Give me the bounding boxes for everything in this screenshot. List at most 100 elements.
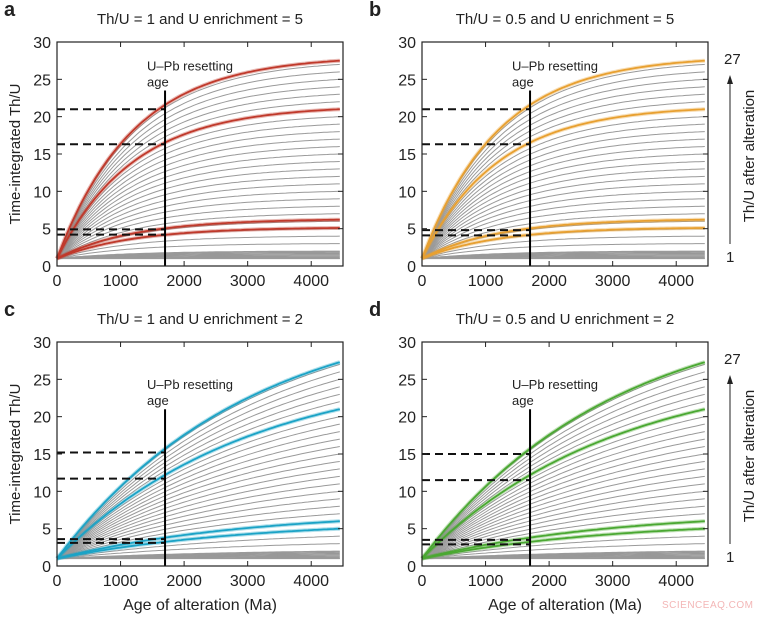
gray-curve bbox=[56, 423, 340, 559]
gray-curve bbox=[56, 116, 340, 259]
gray-curve bbox=[56, 535, 340, 559]
y-tick-label: 20 bbox=[398, 110, 416, 127]
gray-curve bbox=[421, 393, 705, 559]
resetting-label: U–Pb resetting bbox=[512, 59, 598, 74]
x-tick-label: 4000 bbox=[293, 573, 329, 590]
gray-curve bbox=[56, 183, 340, 259]
y-tick-label: 5 bbox=[407, 522, 416, 539]
gray-curve bbox=[56, 168, 340, 259]
panel-title: Th/U = 1 and U enrichment = 5 bbox=[97, 11, 303, 28]
gray-curve bbox=[421, 535, 705, 559]
gray-curve bbox=[421, 123, 705, 259]
x-tick-label: 0 bbox=[53, 573, 62, 590]
y-tick-label: 15 bbox=[398, 447, 416, 464]
gray-curve bbox=[56, 213, 340, 259]
gray-curve bbox=[421, 498, 705, 559]
up-arrow-icon bbox=[727, 75, 733, 84]
side-bottom-label: 1 bbox=[726, 249, 734, 266]
gray-curve bbox=[421, 416, 705, 559]
gray-curve bbox=[56, 483, 340, 559]
y-axis-label: Time-integrated Th/U bbox=[7, 84, 24, 225]
x-tick-label: 4000 bbox=[293, 273, 329, 290]
highlight-curve bbox=[421, 520, 705, 560]
gray-curve bbox=[421, 490, 705, 559]
side-axis-label: Th/U after alteration bbox=[741, 90, 758, 223]
y-tick-label: 30 bbox=[33, 35, 51, 52]
gray-curve bbox=[56, 438, 340, 559]
highlight-curve bbox=[56, 520, 340, 560]
gray-curve bbox=[56, 393, 340, 559]
side-top-label: 27 bbox=[724, 351, 741, 368]
x-tick-label: 3000 bbox=[595, 273, 631, 290]
x-tick-label: 0 bbox=[53, 273, 62, 290]
gray-curve bbox=[56, 446, 340, 559]
gray-curve bbox=[56, 505, 340, 559]
x-tick-label: 0 bbox=[418, 273, 427, 290]
y-tick-label: 20 bbox=[398, 410, 416, 427]
x-tick-label: 1000 bbox=[103, 573, 139, 590]
gray-curve bbox=[421, 243, 705, 259]
x-tick-label: 0 bbox=[418, 573, 427, 590]
highlight-curve bbox=[421, 361, 706, 560]
highlight-curve bbox=[421, 408, 705, 560]
highlight-curve bbox=[56, 227, 340, 260]
gray-curve bbox=[56, 146, 340, 259]
resetting-label: age bbox=[512, 75, 534, 90]
gray-curve bbox=[56, 205, 340, 259]
x-tick-label: 2000 bbox=[166, 273, 202, 290]
side-top-label: 27 bbox=[724, 51, 741, 68]
gray-curve bbox=[421, 453, 705, 559]
gray-curve bbox=[421, 146, 705, 259]
gray-curve bbox=[56, 543, 340, 559]
panel-title: Th/U = 0.5 and U enrichment = 5 bbox=[456, 11, 674, 28]
gray-curve bbox=[56, 498, 340, 559]
y-tick-label: 30 bbox=[398, 335, 416, 352]
y-tick-label: 0 bbox=[407, 559, 416, 576]
gray-curve bbox=[56, 453, 340, 559]
y-tick-label: 20 bbox=[33, 410, 51, 427]
gray-curve bbox=[421, 386, 705, 559]
highlight-curve bbox=[56, 59, 340, 259]
y-tick-label: 0 bbox=[42, 559, 51, 576]
gray-curve bbox=[56, 78, 340, 259]
highlight-curve bbox=[421, 227, 705, 260]
gray-curve bbox=[56, 190, 340, 259]
y-tick-label: 25 bbox=[33, 372, 51, 389]
gray-curve bbox=[421, 101, 705, 259]
resetting-label: age bbox=[512, 393, 534, 408]
gray-curve bbox=[421, 483, 705, 559]
gray-curve bbox=[56, 468, 340, 559]
gray-curve bbox=[56, 371, 340, 559]
x-tick-label: 1000 bbox=[103, 273, 139, 290]
y-tick-label: 30 bbox=[33, 335, 51, 352]
gray-curve bbox=[56, 123, 340, 259]
gray-curve bbox=[56, 101, 340, 259]
watermark: SCIENCEAQ.COM bbox=[662, 600, 754, 611]
gray-curve bbox=[421, 438, 705, 559]
panel-title: Th/U = 0.5 and U enrichment = 2 bbox=[456, 311, 674, 328]
panel-letter: b bbox=[369, 0, 381, 21]
gray-curve bbox=[421, 63, 705, 259]
gray-curve bbox=[421, 513, 705, 559]
gray-curve bbox=[56, 243, 340, 259]
y-tick-label: 15 bbox=[33, 447, 51, 464]
x-tick-label: 1000 bbox=[468, 573, 504, 590]
gray-curve bbox=[421, 468, 705, 559]
resetting-label: U–Pb resetting bbox=[147, 59, 233, 74]
up-arrow-icon bbox=[727, 375, 733, 384]
x-tick-label: 3000 bbox=[230, 273, 266, 290]
gray-curve bbox=[421, 550, 705, 559]
y-tick-label: 10 bbox=[398, 184, 416, 201]
gray-curve bbox=[56, 490, 340, 559]
x-axis-label: Age of alteration (Ma) bbox=[488, 597, 642, 614]
resetting-label: age bbox=[147, 393, 169, 408]
gray-curve bbox=[56, 175, 340, 259]
highlight-curve bbox=[421, 218, 705, 260]
panel-letter: a bbox=[4, 0, 16, 21]
x-axis-label: Age of alteration (Ma) bbox=[123, 597, 277, 614]
